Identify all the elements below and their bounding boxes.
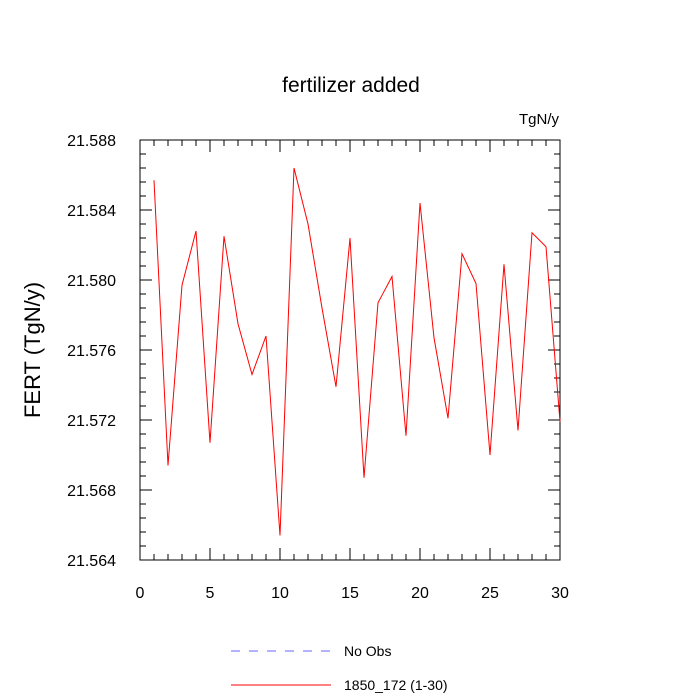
series-group xyxy=(153,167,561,536)
y-tick-label: 21.564 xyxy=(67,553,116,570)
y-tick-label: 21.584 xyxy=(67,203,116,220)
chart-title: fertilizer added xyxy=(282,74,420,97)
y-tick-labels: 21.564 21.568 21.572 21.576 21.580 21.584 21.5… xyxy=(67,133,116,570)
x-tick-label: 10 xyxy=(271,585,289,602)
y-axis-label: FERT (TgN/y) xyxy=(20,282,45,418)
units-label: TgN/y xyxy=(519,111,560,128)
y-tick-label: 21.568 xyxy=(67,483,116,500)
x-tick-label: 15 xyxy=(341,585,359,602)
plot-frame xyxy=(139,139,561,561)
legend-label-no-obs: No Obs xyxy=(344,643,391,659)
x-tick-label: 30 xyxy=(551,585,569,602)
legend: No Obs 1850_172 (1-30) xyxy=(231,643,448,693)
x-tick-labels: 0 5 10 15 20 25 30 xyxy=(136,585,569,602)
x-tick-label: 25 xyxy=(481,585,499,602)
y-tick-label: 21.572 xyxy=(67,413,116,430)
x-tick-label: 20 xyxy=(411,585,429,602)
y-tick-label: 21.588 xyxy=(67,133,116,150)
y-tick-label: 21.580 xyxy=(67,273,116,290)
series-line-1 xyxy=(153,167,561,536)
y-tick-label: 21.576 xyxy=(67,343,116,360)
axis-ticks xyxy=(139,139,561,561)
legend-label-1850-172: 1850_172 (1-30) xyxy=(344,677,448,693)
x-tick-label: 5 xyxy=(206,585,215,602)
x-tick-label: 0 xyxy=(136,585,145,602)
